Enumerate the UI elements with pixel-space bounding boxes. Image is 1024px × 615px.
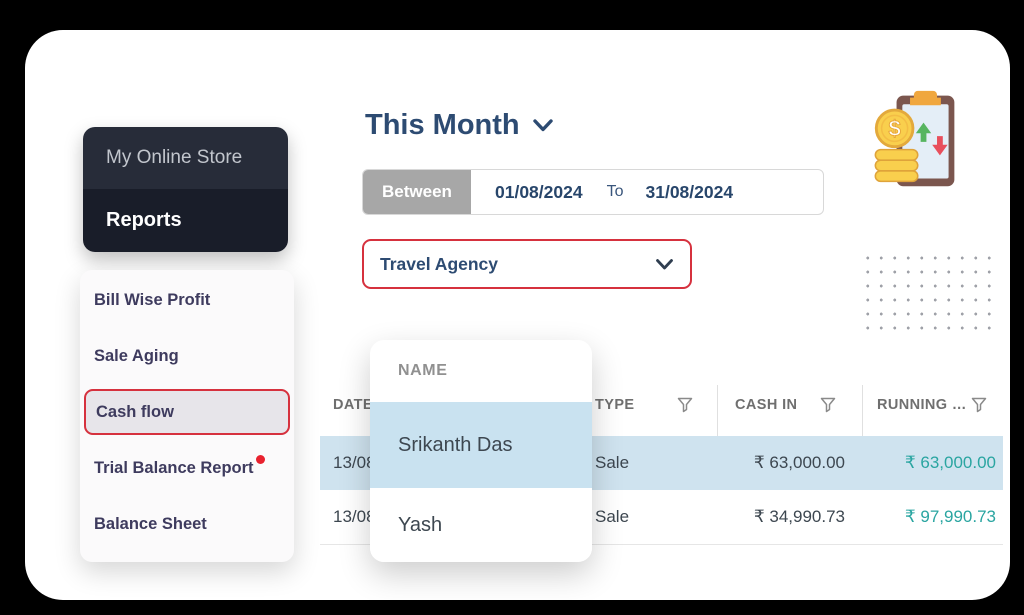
cell-cash-in: ₹ 63,000.00 xyxy=(753,453,845,472)
to-date-value[interactable]: 31/08/2024 xyxy=(645,181,734,202)
store-name-label: My Online Store xyxy=(106,147,243,168)
cell-type: Sale xyxy=(595,507,630,526)
category-selected-value: Travel Agency xyxy=(380,253,499,274)
store-panel: My Online Store Reports xyxy=(83,127,288,252)
menu-item-label: Bill Wise Profit xyxy=(94,290,211,309)
between-label: Between xyxy=(363,170,471,214)
name-filter-popup: NAME Srikanth Das Yash xyxy=(370,340,592,562)
cell-type: Sale xyxy=(595,453,630,472)
from-date-value[interactable]: 01/08/2024 xyxy=(495,181,583,202)
cell-running-balance: ₹ 63,000.00 xyxy=(904,453,996,472)
store-name-item[interactable]: My Online Store xyxy=(83,127,288,189)
cell-running-balance: ₹ 97,990.73 xyxy=(904,507,996,526)
filter-funnel-icon[interactable] xyxy=(677,397,693,413)
period-selector[interactable]: This Month xyxy=(365,109,554,142)
to-label: To xyxy=(606,183,624,200)
popup-option-srikanth-das[interactable]: Srikanth Das xyxy=(370,402,592,488)
cell-cash-in: ₹ 34,990.73 xyxy=(753,507,845,526)
column-header-cash-in: CASH IN xyxy=(735,397,798,413)
popup-option-label: Srikanth Das xyxy=(398,433,513,456)
period-label: This Month xyxy=(365,109,520,141)
column-header-type: TYPE xyxy=(595,397,635,413)
filter-funnel-icon[interactable] xyxy=(820,397,836,413)
notification-dot xyxy=(255,455,265,464)
category-select[interactable]: Travel Agency xyxy=(362,239,692,289)
chevron-down-icon xyxy=(532,119,553,132)
chevron-down-icon xyxy=(656,258,673,269)
menu-item-cash-flow[interactable]: Cash flow xyxy=(84,389,290,435)
menu-item-trial-balance-report[interactable]: Trial Balance Report xyxy=(80,440,294,496)
menu-item-bill-wise-profit[interactable]: Bill Wise Profit xyxy=(80,272,294,328)
menu-item-label: Trial Balance Report xyxy=(94,458,254,477)
reports-nav-item[interactable]: Reports xyxy=(83,189,288,252)
column-header-running: RUNNING … xyxy=(877,397,967,413)
column-header-date: DATE xyxy=(333,397,373,413)
reports-menu: Bill Wise Profit Sale Aging Cash flow Tr… xyxy=(80,270,294,562)
popup-option-label: Yash xyxy=(398,513,443,536)
dot-grid-decoration xyxy=(861,251,995,335)
date-range-filter[interactable]: Between 01/08/2024 To 31/08/2024 xyxy=(362,169,824,215)
popup-header-name: NAME xyxy=(398,362,448,379)
popup-option-yash[interactable]: Yash xyxy=(370,488,592,562)
menu-item-label: Cash flow xyxy=(96,402,174,421)
menu-item-label: Sale Aging xyxy=(94,346,179,365)
menu-item-label: Balance Sheet xyxy=(94,514,207,533)
svg-text:$: $ xyxy=(888,116,901,141)
filter-funnel-icon[interactable] xyxy=(971,397,987,413)
app-card: My Online Store Reports Bill Wise Profit… xyxy=(25,30,1010,600)
reports-label: Reports xyxy=(106,209,182,231)
menu-item-sale-aging[interactable]: Sale Aging xyxy=(80,328,294,384)
menu-item-balance-sheet[interactable]: Balance Sheet xyxy=(80,496,294,552)
finance-clipboard-coins-icon: $ xyxy=(874,90,955,187)
